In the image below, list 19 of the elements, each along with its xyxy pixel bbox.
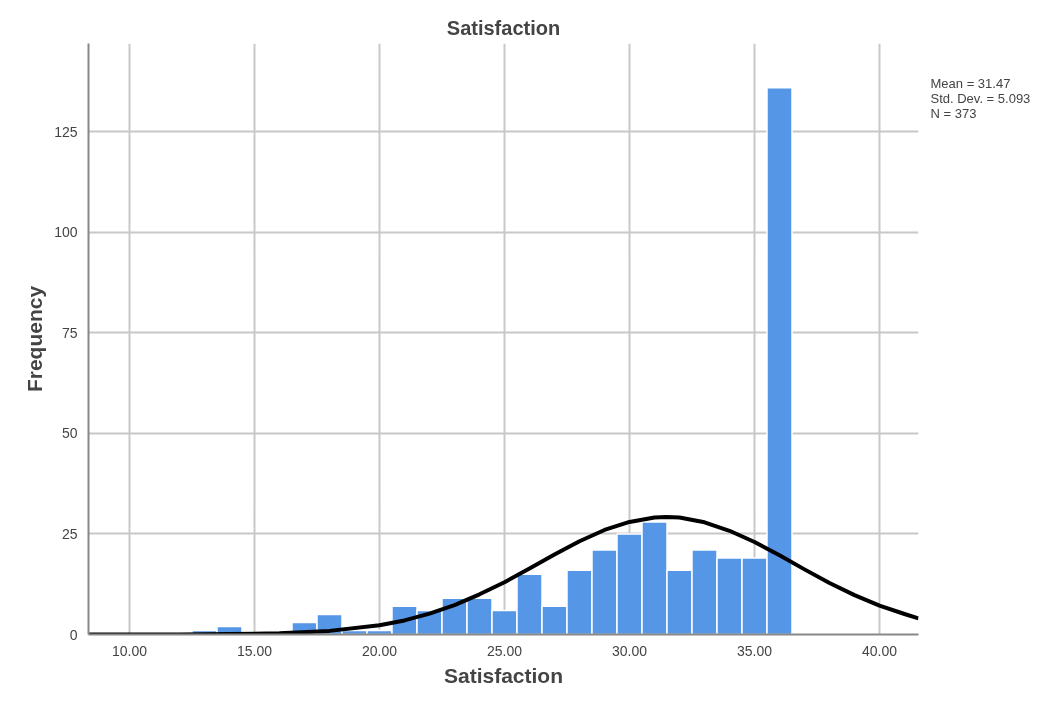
- text: Mean = 31.47: [930, 75, 1011, 91]
- y-tick-label: 75: [61, 324, 78, 341]
- y-tick-label: 100: [54, 224, 78, 241]
- x-tick-label: 30.00: [611, 642, 648, 659]
- x-axis-title: Satisfaction: [443, 663, 564, 687]
- y-tick-label: 25: [61, 525, 78, 542]
- text: Std. Dev. = 5.093: [930, 90, 1031, 106]
- x-tick-label: 25.00: [486, 642, 523, 659]
- x-tick-label: 20.00: [361, 642, 398, 659]
- text: N = 373: [930, 105, 977, 121]
- x-tick-label: 40.00: [861, 642, 898, 659]
- x-tick-label: 10.00: [111, 642, 148, 659]
- y-tick-label: 0: [69, 626, 78, 643]
- y-tick-label: 50: [61, 425, 78, 442]
- x-tick-label: 15.00: [236, 642, 273, 659]
- y-tick-label: 125: [54, 123, 78, 140]
- chart-title: Satisfaction: [446, 16, 561, 39]
- y-axis-title: Frequency: [23, 285, 47, 393]
- x-tick-label: 35.00: [736, 642, 773, 659]
